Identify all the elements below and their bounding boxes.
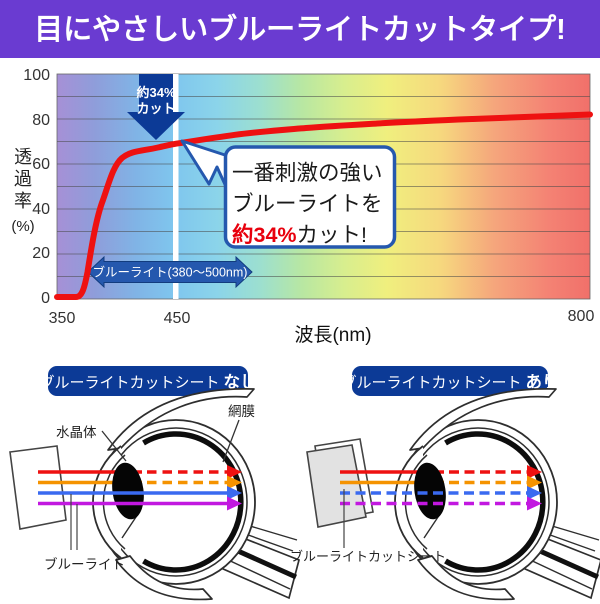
header-banner: 目にやさしいブルーライトカットタイプ! bbox=[0, 0, 600, 58]
magenta-arrowhead-icon bbox=[527, 496, 542, 511]
orange-arrowhead-icon bbox=[527, 475, 542, 490]
callout-bubble: 一番刺激の強い ブルーライトを 約34%カット! bbox=[180, 139, 397, 249]
lens-leader-line bbox=[101, 430, 127, 462]
y-title-char: 過 bbox=[14, 169, 32, 189]
banner-state: あり bbox=[526, 373, 559, 392]
page-title: 目にやさしいブルーライトカットタイプ! bbox=[34, 12, 566, 46]
y-tick: 0 bbox=[41, 290, 50, 307]
diagram-banner bbox=[352, 366, 548, 396]
diagram-banner-text: ブルーライトカットシート なし bbox=[39, 373, 256, 392]
blue-light-cut-sheet bbox=[306, 444, 367, 528]
callout-line-3-rest: カット! bbox=[297, 223, 367, 247]
blue-light-rays bbox=[38, 486, 242, 511]
blue-light-band-label: ブルーライト(380〜500nm) bbox=[93, 265, 248, 280]
callout-line-1: 一番刺激の強い bbox=[232, 161, 383, 185]
blue-light-rays bbox=[340, 486, 542, 511]
red-arrowhead-icon bbox=[527, 465, 542, 479]
y-title-char: 透 bbox=[14, 147, 32, 167]
blue-arrowhead-icon bbox=[527, 486, 542, 500]
x-tick: 800 bbox=[568, 308, 595, 325]
banner-label: ブルーライトカットシート bbox=[39, 374, 219, 392]
blue-arrowhead-icon bbox=[227, 486, 242, 500]
y-title-unit: (%) bbox=[11, 218, 34, 235]
x-tick: 350 bbox=[49, 310, 76, 327]
retina-leader-line bbox=[222, 419, 240, 463]
x-axis-title: 波長(nm) bbox=[294, 324, 371, 346]
callout-line-3: 約34%カット! bbox=[232, 222, 367, 247]
y-tick: 20 bbox=[32, 245, 50, 262]
down-arrow-icon bbox=[127, 74, 185, 140]
callout-line-2: ブルーライトを bbox=[232, 192, 383, 216]
x-tick: 450 bbox=[164, 310, 191, 327]
cut-sheet-label: ブルーライトカットシート bbox=[290, 549, 446, 564]
blue-light-label: ブルーライト bbox=[44, 556, 125, 572]
x-axis-ticks: 350 450 800 bbox=[49, 308, 595, 327]
banner-label: ブルーライトカットシート bbox=[341, 374, 521, 392]
screen-panel bbox=[9, 445, 67, 530]
magenta-arrowhead-icon bbox=[227, 496, 242, 511]
cut-amount-arrow: 約34% カット bbox=[127, 74, 185, 140]
diagram-banner bbox=[48, 366, 248, 396]
callout-box bbox=[223, 145, 397, 249]
blue-light-band-arrow: ブルーライト(380〜500nm) bbox=[87, 255, 253, 289]
y-axis-title: 透 過 率 (%) bbox=[11, 147, 34, 235]
transmittance-chart: 約34% カット ブルーライト(380〜500nm) 一番刺激の強い ブルーライ… bbox=[11, 67, 594, 346]
y-tick: 80 bbox=[32, 112, 50, 129]
marker-line-450nm bbox=[173, 74, 179, 299]
cut-arrow-text-1: 約34% bbox=[136, 85, 175, 100]
double-arrow-icon bbox=[87, 255, 253, 289]
diagram-banner-text: ブルーライトカットシート あり bbox=[341, 373, 558, 392]
orange-arrowhead-icon bbox=[227, 475, 242, 490]
callout-line-3-red: 約34% bbox=[232, 222, 297, 247]
y-axis-ticks: 100 80 60 40 20 0 bbox=[23, 67, 50, 307]
eye-diagram-without-sheet: ブルーライトカットシート なし 水晶体 網膜 ブルーライト bbox=[9, 366, 299, 599]
lens-label: 水晶体 bbox=[56, 425, 97, 440]
banner-state: なし bbox=[224, 373, 257, 392]
retina-label: 網膜 bbox=[228, 404, 255, 419]
y-tick: 60 bbox=[32, 156, 50, 173]
cut-arrow-text-2: カット bbox=[136, 101, 175, 116]
header-background bbox=[0, 0, 600, 58]
y-title-char: 率 bbox=[14, 191, 32, 211]
y-tick: 40 bbox=[32, 201, 50, 218]
y-tick: 100 bbox=[23, 67, 50, 84]
red-arrowhead-icon bbox=[227, 465, 242, 479]
eye-diagram-with-sheet: ブルーライトカットシート あり ブルーライトカットシート bbox=[290, 366, 600, 599]
